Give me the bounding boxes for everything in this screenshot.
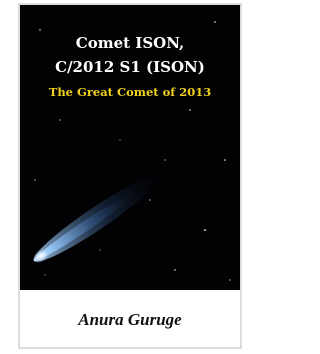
title-line: Comet ISON, (76, 34, 184, 52)
page: Comet ISON, C/2012 S1 (ISON) The Great C… (0, 0, 256, 354)
title-line: C/2012 S1 (ISON) (55, 58, 205, 76)
subtitle: The Great Comet of 2013 (49, 85, 211, 99)
author: Anura Guruge (77, 310, 182, 329)
book-cover: Comet ISON, C/2012 S1 (ISON) The Great C… (0, 0, 256, 354)
